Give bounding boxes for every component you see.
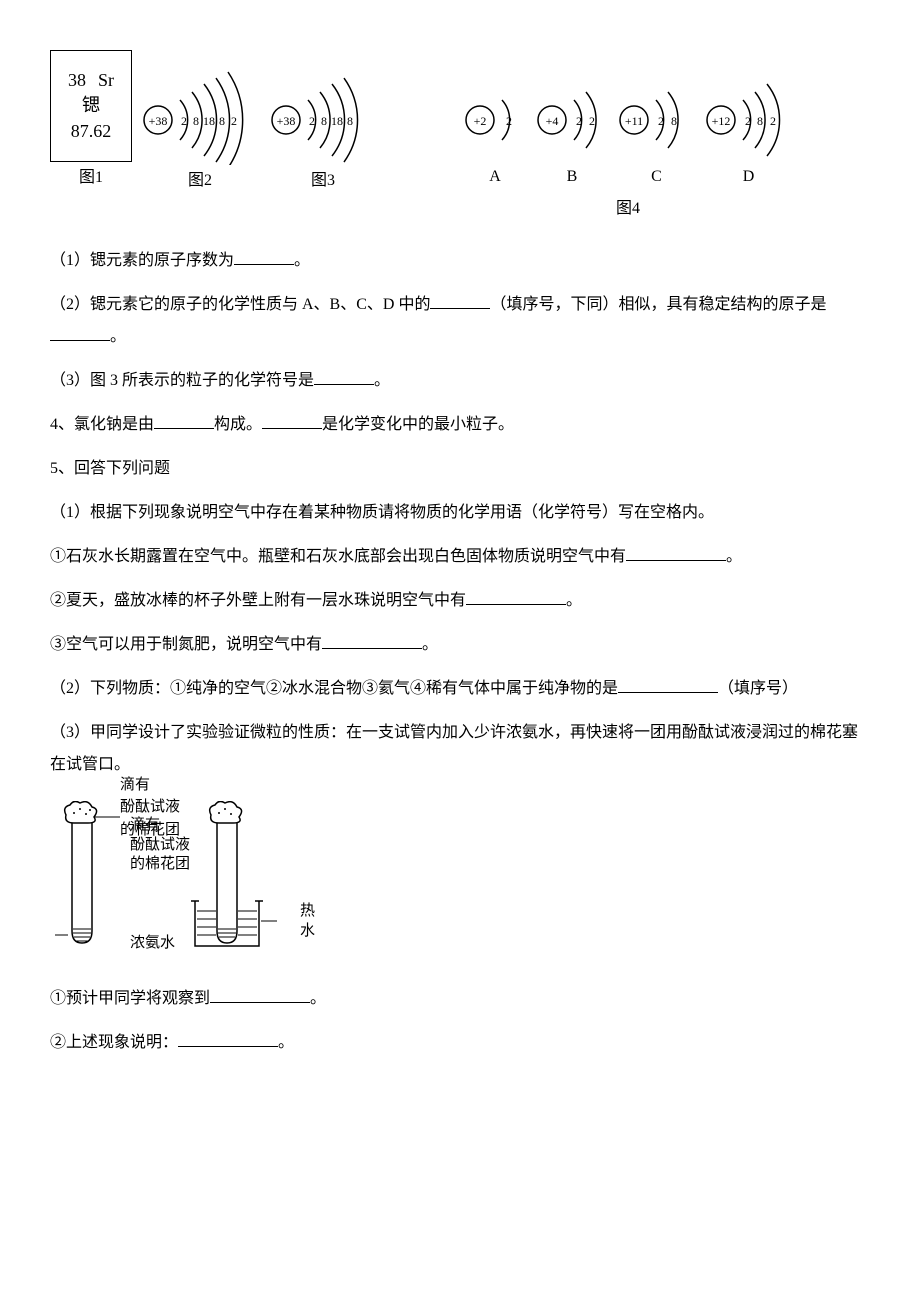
blank-q2b[interactable]: [50, 324, 110, 341]
exp-label-cotton: 滴有 酚酞试液 的棉花团: [120, 774, 180, 842]
question-4: 4、氯化钠是由构成。是化学变化中的最小粒子。: [50, 409, 870, 441]
svg-text:18: 18: [331, 114, 343, 128]
atom-B: +4 2 2: [532, 50, 612, 165]
experiment-diagram: 滴有 酚酞试液 的棉花团: [50, 801, 870, 961]
blank-q3[interactable]: [314, 368, 374, 385]
atom-fig2: +38 2 8 18 8 2: [140, 50, 260, 165]
blank-5-1-2[interactable]: [466, 588, 566, 605]
svg-text:8: 8: [219, 114, 225, 128]
question-3: （3）图 3 所表示的粒子的化学符号是。: [50, 365, 870, 397]
svg-text:+11: +11: [625, 114, 643, 128]
atom-C: +11 2 8: [614, 50, 699, 165]
atom-fig3: +38 2 8 18 8: [268, 50, 378, 165]
question-2: （2）锶元素它的原子的化学性质与 A、B、C、D 中的（填序号，下同）相似，具有…: [50, 289, 870, 353]
question-5-1-2: ②夏天，盛放冰棒的杯子外壁上附有一层水珠说明空气中有。: [50, 585, 870, 617]
atom-D-col: +12 2 8 2 D: [701, 50, 796, 193]
svg-text:+4: +4: [546, 114, 559, 128]
blank-5-1-3[interactable]: [322, 632, 422, 649]
svg-text:2: 2: [309, 114, 315, 128]
svg-text:18: 18: [203, 114, 215, 128]
atom-C-col: +11 2 8 C: [614, 50, 699, 193]
fig3-col: +38 2 8 18 8 图3: [268, 50, 378, 197]
question-1: （1）锶元素的原子序数为。: [50, 245, 870, 277]
svg-text:2: 2: [658, 114, 664, 128]
element-card-col: 38 Sr 锶 87.62 图1: [50, 50, 132, 194]
element-symbol: Sr: [98, 68, 114, 93]
fig4-group: +2 2 A +4 2 2: [386, 50, 870, 225]
atom-A-col: +2 2 A: [460, 50, 530, 193]
element-number: 38: [68, 68, 86, 93]
svg-text:2: 2: [181, 114, 187, 128]
element-card: 38 Sr 锶 87.62: [50, 50, 132, 162]
svg-text:+12: +12: [712, 114, 731, 128]
question-5: 5、回答下列问题: [50, 453, 870, 485]
svg-text:8: 8: [757, 114, 763, 128]
svg-text:2: 2: [506, 114, 512, 128]
fig4-label: 图4: [616, 193, 640, 225]
blank-q4a[interactable]: [154, 412, 214, 429]
svg-text:+2: +2: [474, 114, 487, 128]
question-5-1-3: ③空气可以用于制氮肥，说明空气中有。: [50, 629, 870, 661]
svg-text:8: 8: [671, 114, 677, 128]
blank-q1[interactable]: [234, 248, 294, 265]
atom-A: +2 2: [460, 50, 530, 165]
fig2-label: 图2: [188, 165, 212, 197]
atom-D-label: D: [743, 161, 755, 193]
svg-text:+38: +38: [277, 114, 296, 128]
question-5-1: （1）根据下列现象说明空气中存在着某种物质请将物质的化学用语（化学符号）写在空格…: [50, 497, 870, 529]
figures-row: 38 Sr 锶 87.62 图1 +38 2 8 18 8 2: [50, 50, 870, 225]
atom-A-label: A: [489, 161, 501, 193]
svg-text:8: 8: [347, 114, 353, 128]
fig3-label: 图3: [311, 165, 335, 197]
blank-5-3-1[interactable]: [210, 986, 310, 1003]
blank-5-3-2[interactable]: [178, 1030, 278, 1047]
blank-5-2[interactable]: [618, 676, 718, 693]
fig2-col: +38 2 8 18 8 2 图2: [140, 50, 260, 197]
svg-text:2: 2: [576, 114, 582, 128]
element-name: 锶: [82, 93, 100, 118]
svg-text:2: 2: [745, 114, 751, 128]
question-5-3: （3）甲同学设计了实验验证微粒的性质：在一支试管内加入少许浓氨水，再快速将一团用…: [50, 717, 870, 781]
fig2-center: +38: [149, 114, 168, 128]
svg-text:2: 2: [589, 114, 595, 128]
blank-q2a[interactable]: [430, 292, 490, 309]
element-mass: 87.62: [71, 119, 112, 144]
question-5-1-1: ①石灰水长期露置在空气中。瓶壁和石灰水底部会出现白色固体物质说明空气中有。: [50, 541, 870, 573]
question-5-2: （2）下列物质：①纯净的空气②冰水混合物③氦气④稀有气体中属于纯净物的是（填序号…: [50, 673, 870, 705]
question-5-3-2: ②上述现象说明：。: [50, 1027, 870, 1059]
atom-C-label: C: [651, 161, 662, 193]
blank-5-1-1[interactable]: [626, 544, 726, 561]
atom-B-label: B: [567, 161, 578, 193]
atom-B-col: +4 2 2 B: [532, 50, 612, 193]
atom-D: +12 2 8 2: [701, 50, 796, 165]
svg-text:2: 2: [770, 114, 776, 128]
blank-q4b[interactable]: [262, 412, 322, 429]
svg-text:8: 8: [321, 114, 327, 128]
svg-text:2: 2: [231, 114, 237, 128]
fig1-label: 图1: [79, 162, 103, 194]
question-5-3-1: ①预计甲同学将观察到。: [50, 983, 870, 1015]
svg-text:8: 8: [193, 114, 199, 128]
